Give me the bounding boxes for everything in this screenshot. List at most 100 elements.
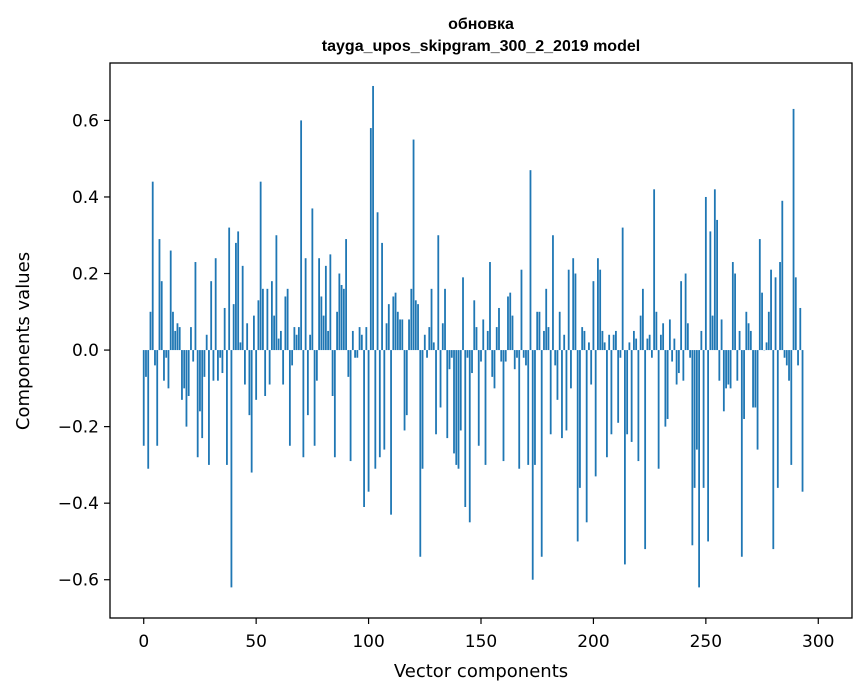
bar-36 bbox=[223, 307, 226, 351]
bar-166 bbox=[516, 350, 518, 358]
bar-87 bbox=[338, 273, 341, 351]
bar-128 bbox=[430, 288, 433, 351]
bar-31 bbox=[212, 350, 215, 381]
x-tick-label: 300 bbox=[802, 632, 834, 652]
bar-191 bbox=[572, 258, 575, 351]
bar-114 bbox=[399, 319, 401, 351]
bar-140 bbox=[457, 350, 460, 469]
bar-43 bbox=[239, 342, 242, 351]
bar-117 bbox=[405, 350, 408, 416]
bar-44 bbox=[241, 265, 244, 351]
bar-156 bbox=[493, 350, 496, 389]
bar-132 bbox=[439, 350, 442, 408]
bar-53 bbox=[262, 288, 264, 351]
bar-99 bbox=[365, 327, 368, 351]
bar-37 bbox=[226, 350, 228, 465]
bar-232 bbox=[664, 350, 667, 427]
bar-136 bbox=[448, 350, 451, 370]
bar-28 bbox=[205, 334, 208, 351]
bar-16 bbox=[178, 327, 181, 351]
bar-74 bbox=[309, 334, 312, 351]
bar-41 bbox=[235, 242, 237, 351]
bar-209 bbox=[612, 334, 615, 351]
bar-180 bbox=[547, 327, 550, 351]
bar-19 bbox=[185, 350, 188, 427]
bar-125 bbox=[423, 334, 426, 351]
bar-50 bbox=[255, 350, 258, 400]
bar-139 bbox=[455, 350, 458, 465]
bar-75 bbox=[311, 208, 314, 351]
bar-49 bbox=[253, 315, 255, 351]
bar-35 bbox=[221, 350, 224, 374]
bar-239 bbox=[680, 281, 683, 351]
bar-213 bbox=[621, 227, 624, 351]
bar-288 bbox=[790, 350, 793, 465]
bar-106 bbox=[381, 242, 383, 351]
bar-89 bbox=[342, 288, 345, 351]
bar-266 bbox=[740, 350, 743, 557]
bar-123 bbox=[419, 350, 422, 557]
bar-273 bbox=[756, 350, 759, 450]
bar-167 bbox=[518, 350, 521, 469]
bar-286 bbox=[785, 350, 788, 366]
bar-59 bbox=[275, 235, 278, 351]
bar-173 bbox=[531, 350, 534, 580]
bar-281 bbox=[774, 277, 777, 351]
bar-101 bbox=[369, 128, 372, 351]
bar-202 bbox=[597, 258, 599, 351]
bar-54 bbox=[264, 350, 267, 396]
bar-127 bbox=[428, 327, 431, 351]
bar-58 bbox=[273, 315, 276, 351]
bar-142 bbox=[462, 277, 464, 351]
bar-130 bbox=[435, 350, 437, 435]
bar-204 bbox=[601, 330, 604, 351]
bar-73 bbox=[306, 350, 309, 416]
bar-159 bbox=[500, 350, 503, 362]
bar-233 bbox=[666, 350, 669, 419]
bar-218 bbox=[633, 330, 635, 351]
bar-108 bbox=[385, 323, 388, 351]
bar-103 bbox=[374, 350, 377, 469]
bar-282 bbox=[776, 350, 779, 488]
bar-153 bbox=[486, 330, 489, 351]
bar-290 bbox=[794, 277, 797, 351]
bar-18 bbox=[183, 350, 186, 389]
bar-193 bbox=[576, 350, 579, 542]
bar-141 bbox=[459, 350, 462, 431]
bar-244 bbox=[691, 350, 694, 546]
bar-226 bbox=[650, 350, 653, 358]
bar-82 bbox=[327, 330, 329, 351]
bar-207 bbox=[608, 334, 611, 351]
bar-151 bbox=[482, 319, 485, 351]
bar-111 bbox=[392, 296, 395, 351]
bar-243 bbox=[689, 350, 692, 358]
bar-121 bbox=[414, 300, 417, 351]
bar-29 bbox=[208, 350, 210, 465]
bar-107 bbox=[383, 350, 386, 450]
bar-285 bbox=[783, 350, 786, 358]
bar-70 bbox=[300, 120, 303, 351]
bar-85 bbox=[333, 350, 336, 458]
chart-subtitle: tayga_upos_skipgram_300_2_2019 model bbox=[322, 38, 640, 55]
bar-255 bbox=[716, 219, 718, 351]
bar-26 bbox=[201, 350, 204, 439]
bar-216 bbox=[628, 342, 631, 351]
x-tick-label: 150 bbox=[465, 632, 497, 652]
bar-122 bbox=[417, 304, 419, 351]
bar-118 bbox=[408, 319, 410, 351]
bar-260 bbox=[727, 350, 730, 385]
bar-259 bbox=[725, 350, 727, 389]
bar-267 bbox=[743, 350, 745, 419]
bar-24 bbox=[196, 350, 199, 458]
bar-163 bbox=[509, 292, 512, 351]
bar-131 bbox=[437, 235, 440, 351]
bar-119 bbox=[410, 288, 413, 351]
bar-95 bbox=[356, 350, 359, 358]
bar-169 bbox=[522, 350, 525, 358]
bar-206 bbox=[606, 350, 608, 458]
bar-134 bbox=[444, 288, 446, 351]
bar-98 bbox=[363, 350, 365, 507]
y-tick-label: 0.2 bbox=[72, 265, 99, 285]
bar-183 bbox=[554, 350, 557, 366]
bar-21 bbox=[190, 327, 192, 351]
